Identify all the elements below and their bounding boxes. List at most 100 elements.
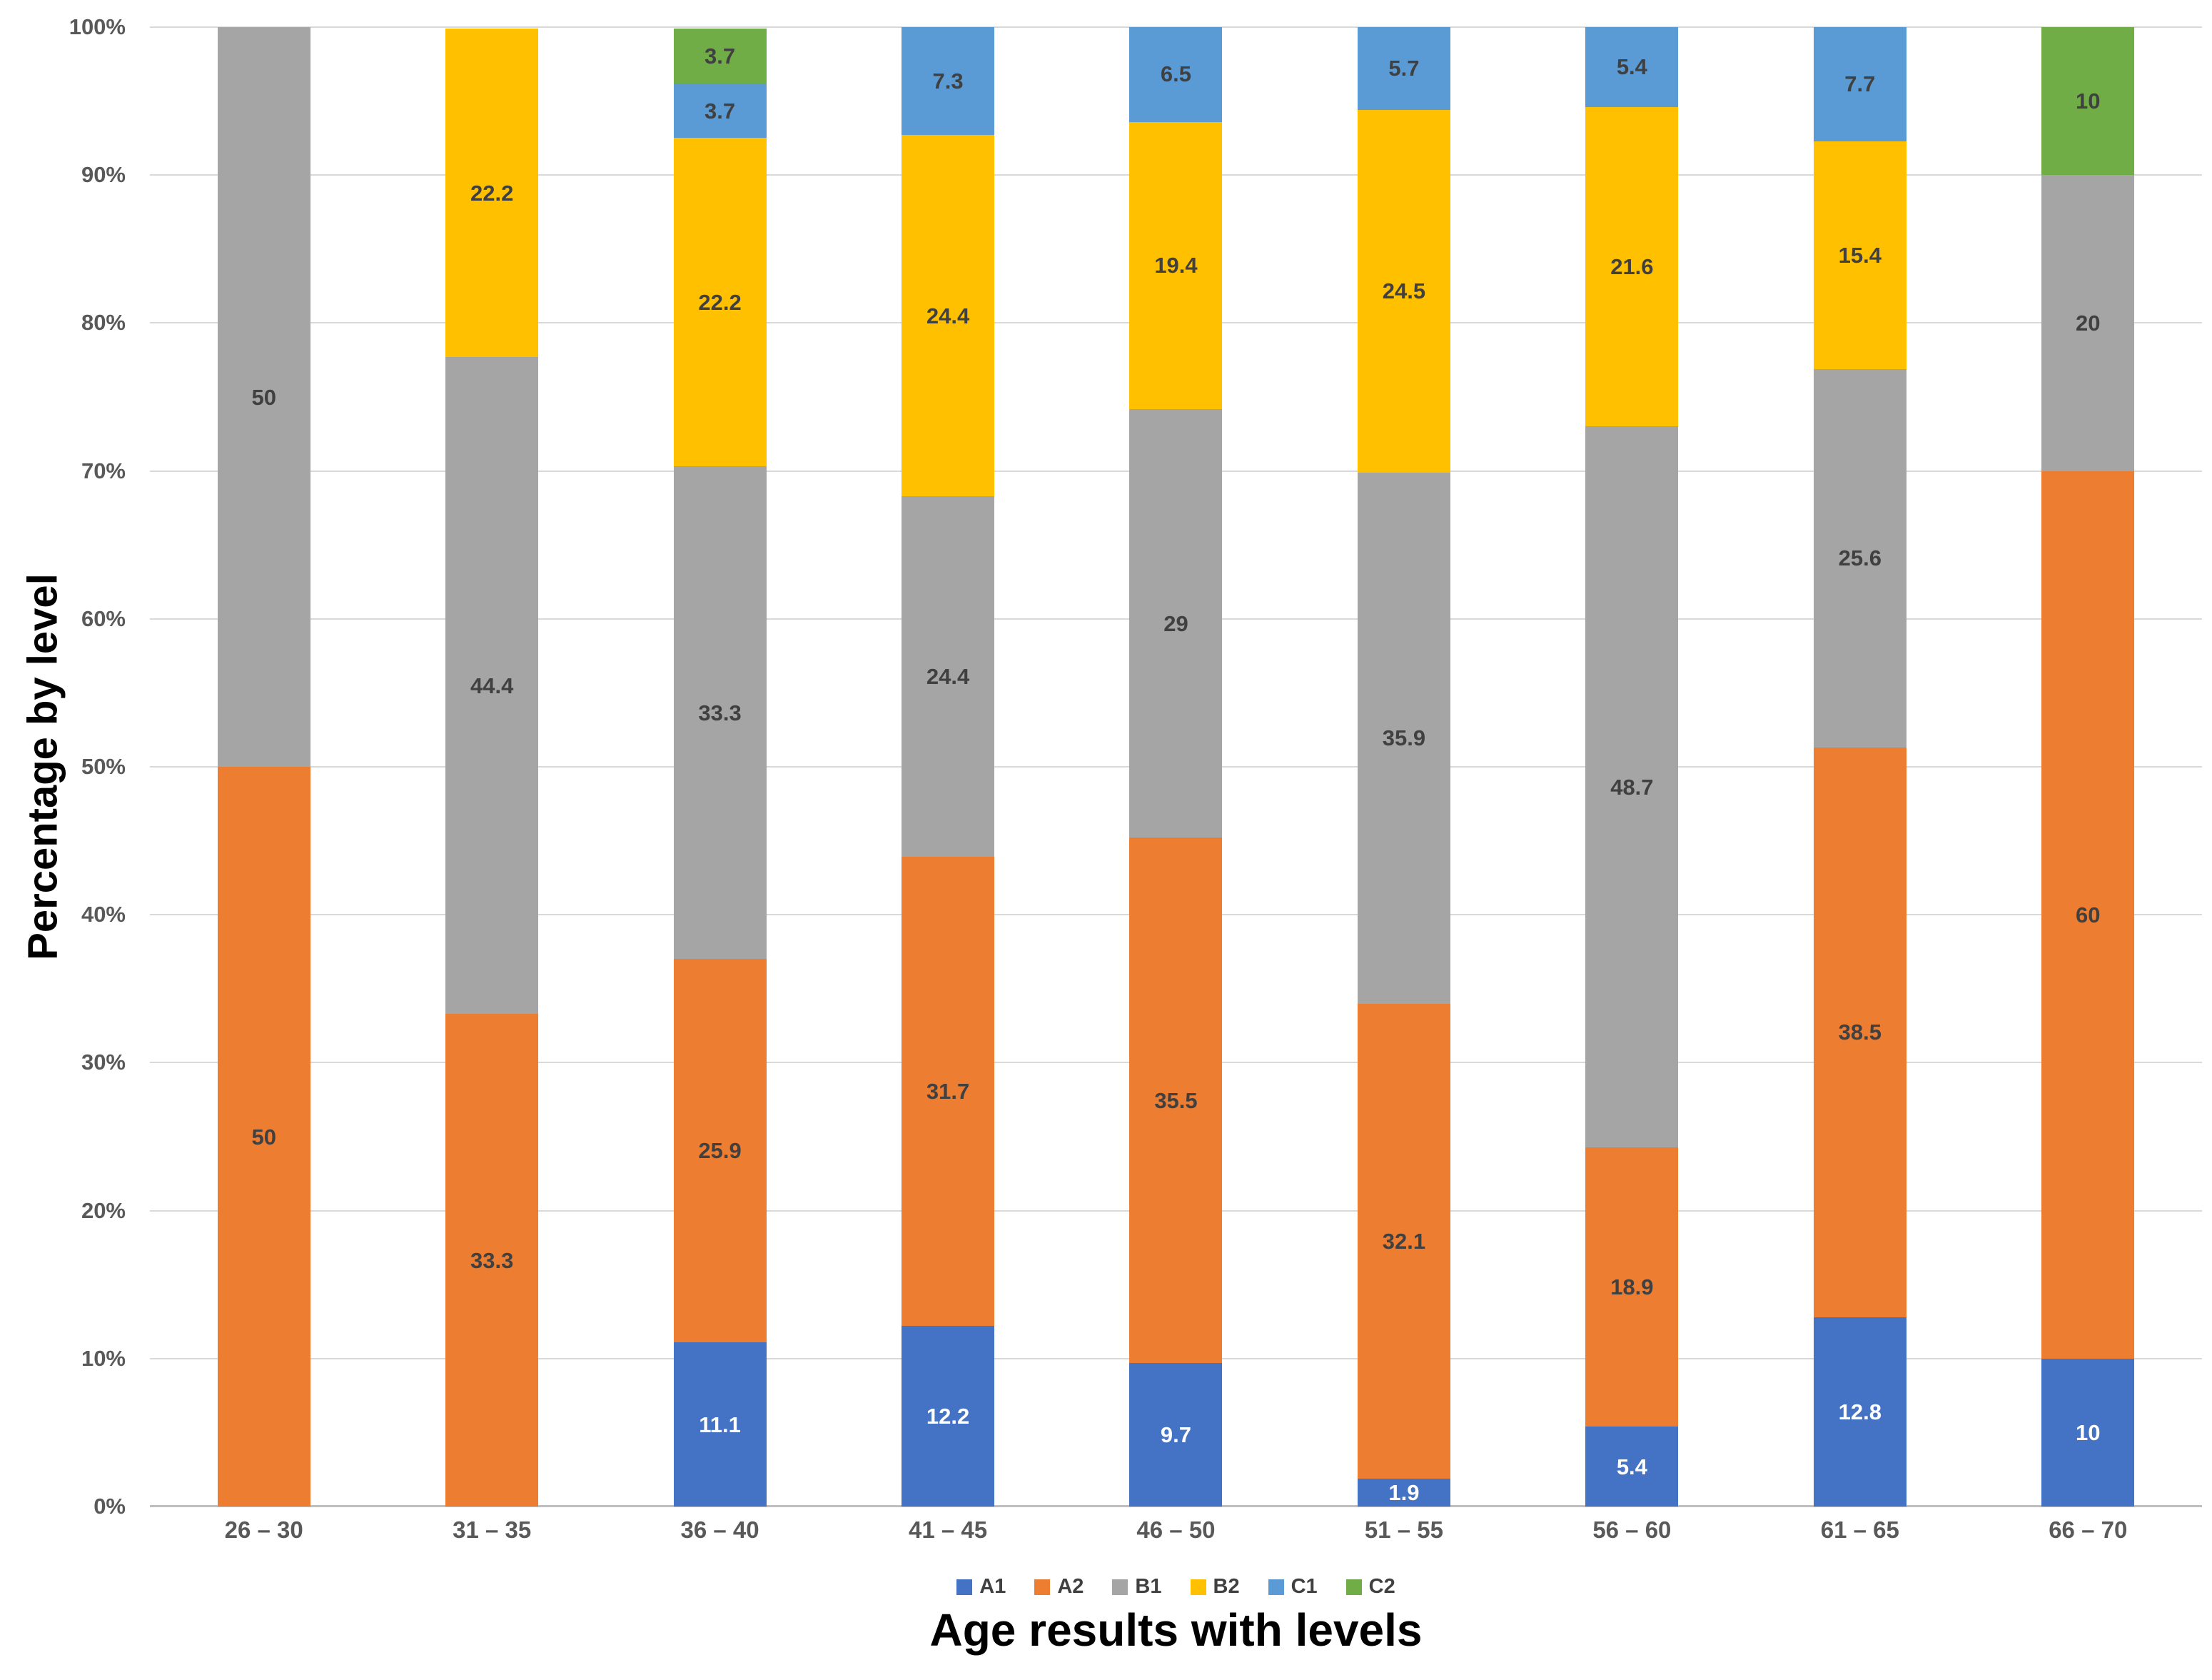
legend-swatch-C2 — [1345, 1579, 1362, 1595]
segment-value-label: 7.3 — [932, 69, 964, 94]
segment-value-label: 18.9 — [1610, 1274, 1654, 1299]
stacked-bar: 12.2 31.7 24.4 24.4 7.3 — [902, 27, 995, 1507]
bar-segment-C1: 6.5 — [1129, 27, 1223, 122]
bar-segment-A2: 38.5 — [1813, 748, 1907, 1317]
x-axis-category-labels: 26 – 30 31 – 35 36 – 40 41 – 45 46 – 50 51 – … — [150, 1516, 2202, 1549]
bar-segment-A2: 50 — [217, 767, 310, 1507]
bar-slot-36 – 40: 11.1 25.9 33.3 22.2 3.7 3.7 — [606, 27, 834, 1507]
y-tick-label: 0% — [94, 1494, 126, 1519]
segment-value-label: 6.5 — [1160, 61, 1192, 86]
stacked-bar: 1.9 32.1 35.9 24.5 5.7 — [1357, 27, 1450, 1507]
segment-value-label: 5.7 — [1388, 55, 1420, 81]
segment-value-label: 50 — [251, 1124, 276, 1150]
stacked-bar: 10 60 20 10 — [2041, 27, 2135, 1507]
bar-segment-B2: 15.4 — [1813, 141, 1907, 369]
bar-segment-C2: 10 — [2041, 27, 2135, 176]
legend-item-C1: C1 — [1268, 1575, 1318, 1599]
segment-value-label: 24.5 — [1382, 278, 1426, 304]
bar-segment-A2: 60 — [2041, 471, 2135, 1359]
stacked-bar: 33.3 44.4 22.2 — [445, 27, 539, 1507]
legend-label: B1 — [1135, 1575, 1162, 1598]
bar-slot-56 – 60: 5.4 18.9 48.7 21.6 5.4 — [1518, 27, 1746, 1507]
segment-value-label: 44.4 — [470, 673, 514, 698]
segment-value-label: 12.8 — [1838, 1399, 1882, 1424]
bar-segment-A2: 31.7 — [902, 857, 995, 1327]
segment-value-label: 11.1 — [699, 1412, 741, 1437]
bar-segment-C1: 5.7 — [1357, 27, 1450, 111]
bar-segment-A2: 32.1 — [1357, 1003, 1450, 1479]
bar-segment-B2: 19.4 — [1129, 121, 1223, 409]
legend-item-A2: A2 — [1034, 1575, 1084, 1599]
stacked-bar: 9.7 35.5 29 19.4 6.5 — [1129, 27, 1223, 1507]
bar-segment-A1: 12.2 — [902, 1326, 995, 1507]
segment-value-label: 60 — [2076, 902, 2101, 927]
segment-value-label: 21.6 — [1610, 254, 1654, 280]
legend-label: C1 — [1291, 1575, 1318, 1598]
bar-segment-B1: 29 — [1129, 408, 1223, 838]
segment-value-label: 10 — [2076, 89, 2101, 114]
segment-value-label: 1.9 — [1388, 1479, 1420, 1505]
legend-item-A1: A1 — [956, 1575, 1006, 1599]
bar-segment-B2: 22.2 — [445, 29, 539, 358]
bar-segment-B2: 21.6 — [1585, 106, 1679, 427]
bar-segment-A1: 1.9 — [1357, 1478, 1450, 1507]
legend-swatch-B2 — [1190, 1579, 1206, 1595]
segment-value-label: 24.4 — [926, 303, 970, 328]
legend: A1 A2 B1 B2 C1 C2 — [150, 1575, 2202, 1599]
x-category-label: 36 – 40 — [680, 1516, 759, 1543]
segment-value-label: 19.4 — [1154, 253, 1198, 278]
bar-segment-B2: 24.4 — [902, 135, 995, 496]
y-tick-label: 70% — [81, 458, 126, 483]
x-category-label: 31 – 35 — [453, 1516, 532, 1543]
bar-segment-A1: 9.7 — [1129, 1363, 1223, 1507]
bar-slot-61 – 65: 12.8 38.5 25.6 15.4 7.7 — [1746, 27, 1974, 1507]
bar-segment-A1: 11.1 — [673, 1342, 767, 1507]
segment-value-label: 50 — [251, 384, 276, 410]
stacked-bar: 12.8 38.5 25.6 15.4 7.7 — [1813, 27, 1907, 1507]
segment-value-label: 12.2 — [926, 1404, 970, 1429]
segment-value-label: 29 — [1163, 610, 1188, 636]
y-axis-tick-labels: 0% 10% 20% 30% 40% 50% 60% 70% 80% 90% 100% — [0, 14, 133, 1519]
bar-segment-A2: 18.9 — [1585, 1147, 1679, 1427]
bar-segment-B1: 50 — [217, 27, 310, 767]
y-tick-label: 80% — [81, 310, 126, 336]
stacked-bar: 50 50 — [217, 27, 310, 1507]
segment-value-label: 10 — [2076, 1419, 2101, 1445]
bar-slot-26 – 30: 50 50 — [150, 27, 378, 1507]
legend-label: C2 — [1368, 1575, 1395, 1598]
bar-segment-B1: 35.9 — [1357, 472, 1450, 1004]
stacked-bar: 11.1 25.9 33.3 22.2 3.7 3.7 — [673, 27, 767, 1507]
bar-segment-A2: 35.5 — [1129, 838, 1223, 1364]
segment-value-label: 5.4 — [1616, 54, 1647, 80]
y-tick-label: 100% — [69, 14, 126, 39]
x-category-label: 26 – 30 — [224, 1516, 303, 1543]
bar-segment-A1: 10 — [2041, 1358, 2135, 1507]
segment-value-label: 22.2 — [470, 180, 514, 206]
bar-segment-C1: 7.3 — [902, 27, 995, 136]
segment-value-label: 48.7 — [1610, 774, 1654, 800]
legend-item-B2: B2 — [1190, 1575, 1240, 1599]
y-tick-label: 90% — [81, 162, 126, 188]
segment-value-label: 31.7 — [926, 1079, 970, 1105]
segment-value-label: 22.2 — [698, 289, 742, 315]
bar-segment-A2: 25.9 — [673, 959, 767, 1343]
bar-segment-B1: 33.3 — [673, 466, 767, 960]
y-tick-label: 60% — [81, 605, 126, 631]
legend-item-C2: C2 — [1345, 1575, 1395, 1599]
bar-slot-51 – 55: 1.9 32.1 35.9 24.5 5.7 — [1290, 27, 1517, 1507]
x-category-label: 51 – 55 — [1364, 1516, 1443, 1543]
bar-segment-B1: 48.7 — [1585, 426, 1679, 1147]
bar-segment-B2: 22.2 — [673, 138, 767, 467]
legend-swatch-A2 — [1034, 1579, 1051, 1595]
y-tick-label: 30% — [81, 1050, 126, 1075]
bar-segment-B1: 44.4 — [445, 357, 539, 1015]
segment-value-label: 35.9 — [1382, 725, 1426, 751]
stacked-bar: 5.4 18.9 48.7 21.6 5.4 — [1585, 27, 1679, 1507]
legend-item-B1: B1 — [1112, 1575, 1162, 1599]
legend-label: A2 — [1057, 1575, 1084, 1598]
y-tick-label: 40% — [81, 902, 126, 927]
bar-segment-C1: 5.4 — [1585, 27, 1679, 107]
y-tick-label: 50% — [81, 754, 126, 779]
segment-value-label: 3.7 — [704, 98, 736, 124]
